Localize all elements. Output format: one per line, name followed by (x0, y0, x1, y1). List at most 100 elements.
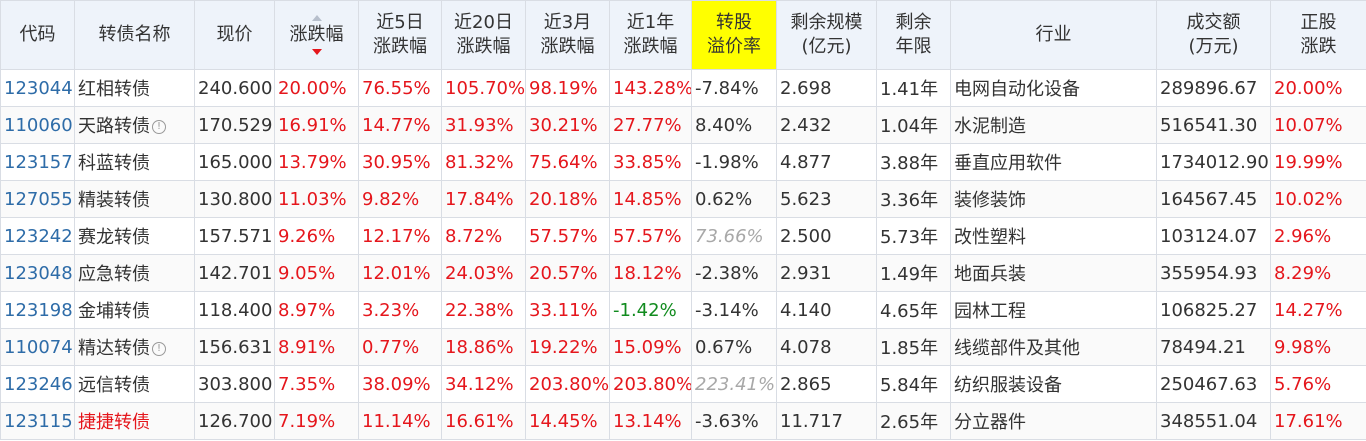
table-row: 123044 红相转债 240.600 20.00% 76.55% 105.70… (0, 69, 1366, 107)
header-industry[interactable]: 行业 (950, 0, 1157, 70)
change-cell: 16.91% (274, 106, 359, 144)
sort-descending-icon[interactable] (311, 49, 322, 55)
header-price[interactable]: 现价 (194, 0, 275, 70)
chg1y-cell: 27.77% (609, 106, 692, 144)
bond-code-link[interactable]: 123242 (0, 217, 75, 255)
stock-change-cell: 20.00% (1270, 69, 1366, 107)
bond-code-link[interactable]: 123198 (0, 291, 75, 329)
chg20d-cell: 34.12% (441, 365, 526, 403)
chg20d-cell: 17.84% (441, 180, 526, 218)
turnover-cell: 516541.30 (1156, 106, 1271, 144)
chg5d-cell: 3.23% (358, 291, 442, 329)
stock-change-cell: 8.29% (1270, 254, 1366, 292)
chg3m-cell: 14.45% (525, 402, 610, 440)
header-stock-change[interactable]: 正股 涨跌 (1270, 0, 1366, 70)
bond-name-label[interactable]: 精达转债 (78, 338, 150, 359)
stock-change-cell: 9.98% (1270, 328, 1366, 366)
turnover-cell: 348551.04 (1156, 402, 1271, 440)
bond-code-link[interactable]: 110060 (0, 106, 75, 144)
chg5d-cell: 9.82% (358, 180, 442, 218)
bond-name-label[interactable]: 赛龙转债 (78, 227, 150, 248)
header-chg5d[interactable]: 近5日 涨跌幅 (358, 0, 442, 70)
years-cell: 3.88年 (876, 143, 951, 181)
header-chg20d[interactable]: 近20日 涨跌幅 (441, 0, 526, 70)
header-turnover[interactable]: 成交额 (万元) (1156, 0, 1271, 70)
header-row: 代码 转债名称 现价 涨跌幅 近5日 涨跌幅 近20日 涨跌幅 近3月 涨跌幅 近1年… (0, 0, 1366, 70)
industry-cell: 水泥制造 (950, 106, 1157, 144)
bond-code-link[interactable]: 123044 (0, 69, 75, 107)
bond-name-label[interactable]: 金埔转债 (78, 301, 150, 322)
header-chg3m[interactable]: 近3月 涨跌幅 (525, 0, 610, 70)
header-chg1y[interactable]: 近1年 涨跌幅 (609, 0, 692, 70)
table-row: 123198 金埔转债 118.400 8.97% 3.23% 22.38% 3… (0, 291, 1366, 329)
chg3m-cell: 20.57% (525, 254, 610, 292)
scale-cell: 5.623 (776, 180, 877, 218)
bond-name-label[interactable]: 捷捷转债 (78, 412, 150, 433)
industry-cell: 改性塑料 (950, 217, 1157, 255)
header-change[interactable]: 涨跌幅 (274, 0, 359, 70)
change-cell: 7.19% (274, 402, 359, 440)
change-cell: 8.97% (274, 291, 359, 329)
chg1y-cell: 203.80% (609, 365, 692, 403)
header-name[interactable]: 转债名称 (74, 0, 195, 70)
chg20d-cell: 22.38% (441, 291, 526, 329)
chg20d-cell: 81.32% (441, 143, 526, 181)
bond-code-link[interactable]: 123115 (0, 402, 75, 440)
bond-name-label[interactable]: 红相转债 (78, 79, 150, 100)
years-cell: 5.84年 (876, 365, 951, 403)
chg5d-cell: 76.55% (358, 69, 442, 107)
premium-cell: -2.38% (691, 254, 777, 292)
chg1y-cell: 15.09% (609, 328, 692, 366)
chg20d-cell: 8.72% (441, 217, 526, 255)
industry-cell: 园林工程 (950, 291, 1157, 329)
chg5d-cell: 38.09% (358, 365, 442, 403)
bond-code-link[interactable]: 123157 (0, 143, 75, 181)
bond-name-label[interactable]: 科蓝转债 (78, 153, 150, 174)
premium-cell: 0.62% (691, 180, 777, 218)
table-row: 123157 科蓝转债 165.000 13.79% 30.95% 81.32%… (0, 143, 1366, 181)
years-cell: 1.04年 (876, 106, 951, 144)
years-cell: 1.49年 (876, 254, 951, 292)
header-code[interactable]: 代码 (0, 0, 75, 70)
bond-code-link[interactable]: 123048 (0, 254, 75, 292)
bond-name: 金埔转债 (74, 291, 195, 329)
chg1y-cell: 57.57% (609, 217, 692, 255)
chg5d-cell: 12.01% (358, 254, 442, 292)
bond-name-label[interactable]: 应急转债 (78, 264, 150, 285)
change-cell: 11.03% (274, 180, 359, 218)
price-cell: 130.800 (194, 180, 275, 218)
chg3m-cell: 30.21% (525, 106, 610, 144)
chg1y-cell: -1.42% (609, 291, 692, 329)
bond-code-link[interactable]: 110074 (0, 328, 75, 366)
bond-code-link[interactable]: 127055 (0, 180, 75, 218)
turnover-cell: 1734012.90 (1156, 143, 1271, 181)
price-cell: 142.701 (194, 254, 275, 292)
change-cell: 20.00% (274, 69, 359, 107)
sort-indicator[interactable]: 涨跌幅 (290, 15, 344, 55)
chg1y-cell: 33.85% (609, 143, 692, 181)
turnover-cell: 164567.45 (1156, 180, 1271, 218)
bond-name: 精达转债! (74, 328, 195, 366)
stock-change-cell: 10.07% (1270, 106, 1366, 144)
info-icon[interactable]: ! (152, 120, 166, 134)
price-cell: 118.400 (194, 291, 275, 329)
premium-cell: 0.67% (691, 328, 777, 366)
chg3m-cell: 203.80% (525, 365, 610, 403)
years-cell: 5.73年 (876, 217, 951, 255)
bond-name: 红相转债 (74, 69, 195, 107)
table-row: 123242 赛龙转债 157.571 9.26% 12.17% 8.72% 5… (0, 217, 1366, 255)
price-cell: 157.571 (194, 217, 275, 255)
bond-name-label[interactable]: 精装转债 (78, 190, 150, 211)
bond-code-link[interactable]: 123246 (0, 365, 75, 403)
chg5d-cell: 11.14% (358, 402, 442, 440)
header-scale[interactable]: 剩余规模 (亿元) (776, 0, 877, 70)
bond-name-label[interactable]: 远信转债 (78, 375, 150, 396)
table-row: 123246 远信转债 303.800 7.35% 38.09% 34.12% … (0, 365, 1366, 403)
header-years[interactable]: 剩余 年限 (876, 0, 951, 70)
stock-change-cell: 5.76% (1270, 365, 1366, 403)
info-icon[interactable]: ! (152, 342, 166, 356)
bond-name-label[interactable]: 天路转债 (78, 116, 150, 137)
chg1y-cell: 143.28% (609, 69, 692, 107)
sort-ascending-icon[interactable] (311, 15, 322, 21)
header-premium[interactable]: 转股 溢价率 (691, 0, 777, 70)
